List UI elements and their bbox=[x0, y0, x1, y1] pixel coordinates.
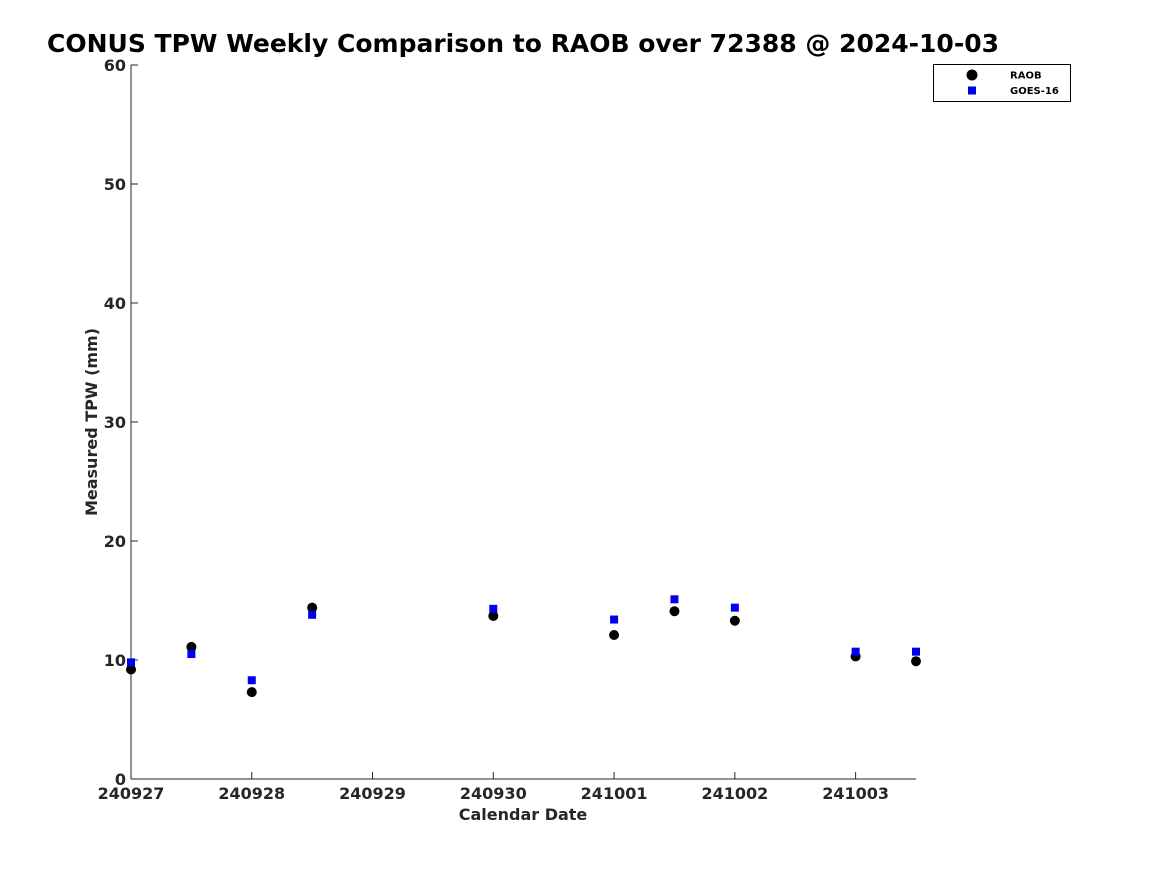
y-tick-label: 60 bbox=[104, 56, 126, 75]
series-goes-16 bbox=[127, 595, 920, 685]
x-tick-label: 240929 bbox=[339, 784, 406, 803]
y-tick-label: 50 bbox=[104, 175, 126, 194]
x-tick-label: 240930 bbox=[460, 784, 527, 803]
legend: RAOB GOES-16 bbox=[933, 64, 1071, 102]
y-tick-label: 0 bbox=[115, 770, 126, 789]
data-series bbox=[126, 595, 921, 698]
data-point bbox=[307, 602, 318, 613]
data-point bbox=[610, 615, 619, 624]
data-point bbox=[488, 610, 499, 621]
y-tick-label: 20 bbox=[104, 532, 126, 551]
x-axis-ticks: 240927 240928 240929 240930 241001 241002 2410… bbox=[98, 772, 889, 803]
data-point bbox=[729, 615, 740, 626]
data-point bbox=[670, 595, 679, 604]
data-point bbox=[911, 656, 921, 667]
legend-marker-goes bbox=[968, 86, 976, 95]
data-point bbox=[187, 650, 196, 659]
legend-label-goes: GOES-16 bbox=[1010, 86, 1059, 97]
chart-title: CONUS TPW Weekly Comparison to RAOB over… bbox=[47, 29, 999, 58]
legend-box bbox=[933, 64, 1071, 102]
x-tick-label: 240928 bbox=[218, 784, 285, 803]
y-tick-label: 40 bbox=[104, 294, 126, 313]
y-axis-ticks: 0 10 20 30 40 50 60 bbox=[104, 56, 138, 789]
data-point bbox=[186, 641, 197, 652]
x-tick-label: 241003 bbox=[822, 784, 889, 803]
data-point bbox=[669, 606, 680, 617]
legend-marker-raob bbox=[966, 69, 978, 81]
data-point bbox=[246, 687, 257, 698]
x-tick-label: 240927 bbox=[98, 784, 165, 803]
series-raob bbox=[126, 602, 921, 698]
data-point bbox=[126, 664, 136, 675]
x-tick-label: 241001 bbox=[581, 784, 648, 803]
data-point bbox=[609, 630, 620, 641]
y-tick-label: 30 bbox=[104, 413, 126, 432]
y-axis-label: Measured TPW (mm) bbox=[82, 328, 101, 516]
data-point bbox=[489, 604, 498, 613]
y-tick-label: 10 bbox=[104, 651, 126, 670]
data-point bbox=[127, 658, 135, 667]
data-point bbox=[247, 676, 256, 685]
x-tick-label: 241002 bbox=[701, 784, 768, 803]
data-point bbox=[308, 610, 317, 619]
data-point bbox=[851, 647, 860, 656]
x-axis-label: Calendar Date bbox=[459, 805, 588, 824]
legend-label-raob: RAOB bbox=[1010, 71, 1042, 82]
data-point bbox=[912, 647, 920, 656]
data-point bbox=[730, 603, 739, 612]
